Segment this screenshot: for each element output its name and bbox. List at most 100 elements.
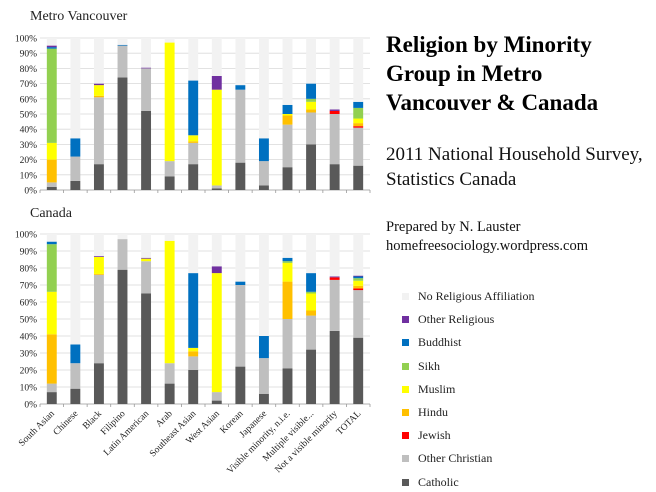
bar-segment	[235, 281, 246, 285]
bar-segment	[235, 162, 246, 190]
bar-segment	[164, 240, 175, 364]
credit-url: homefreesociology.wordpress.com	[386, 238, 589, 254]
bar-segment	[93, 274, 104, 364]
credit-author: Prepared by N. Lauster	[386, 219, 521, 235]
y-tick-label: 50%	[20, 316, 38, 326]
bar-segment	[258, 138, 269, 162]
bar-segment	[188, 142, 199, 165]
bar-segment	[188, 135, 199, 142]
legend-label: Catholic	[418, 474, 459, 489]
bar-segment	[70, 156, 81, 181]
legend-swatch	[402, 432, 409, 440]
bar-segment	[46, 159, 57, 183]
bar-segment	[164, 234, 175, 241]
y-tick-label: 50%	[20, 111, 38, 121]
chart-subtitle: 2011 National Household Survey, Statisti…	[386, 144, 643, 190]
bar-segment	[211, 38, 222, 76]
bar-segment	[164, 176, 175, 190]
bar-segment	[258, 358, 269, 394]
bar-segment	[93, 273, 104, 275]
bar-segment	[235, 85, 246, 90]
bar-segment	[306, 109, 317, 113]
bar-segment	[70, 234, 81, 345]
bar-segment	[141, 258, 152, 262]
bar-segment	[306, 273, 317, 292]
bar-segment	[141, 261, 152, 294]
bar-segment	[188, 80, 199, 136]
bar-segment	[141, 68, 152, 111]
y-tick-label: 80%	[20, 265, 38, 275]
bar-segment	[70, 180, 81, 190]
bar-segment	[329, 38, 340, 110]
y-tick-label: 60%	[20, 95, 38, 105]
bar-segment	[353, 126, 364, 128]
bar-segment	[353, 276, 364, 279]
bar-segment	[188, 273, 199, 348]
legend-item: Catholic	[402, 475, 459, 490]
bar-segment	[46, 182, 57, 187]
bar-segment	[282, 38, 293, 105]
bar-segment	[353, 165, 364, 190]
bar-segment	[306, 349, 317, 404]
bar-segment	[46, 47, 57, 49]
bar-segment	[258, 38, 269, 139]
bar-segment	[235, 38, 246, 86]
bar-segment	[306, 112, 317, 145]
bar-segment	[46, 38, 57, 46]
bar-segment	[141, 257, 152, 259]
bar-segment	[211, 392, 222, 401]
bar-segment	[282, 124, 293, 168]
bar-segment	[353, 285, 364, 289]
bar-segment	[306, 291, 317, 294]
bar-segment	[329, 234, 340, 277]
bar-segment	[353, 275, 364, 277]
bar-segment	[117, 38, 128, 45]
y-tick-label: 20%	[20, 367, 38, 377]
bar-segment	[306, 83, 317, 99]
x-tick-label: TOTAL	[335, 409, 364, 438]
bar-segment	[117, 45, 128, 78]
bar-segment	[211, 234, 222, 267]
bar-segment	[46, 334, 57, 384]
bar-segment	[46, 186, 57, 190]
bar-segment	[93, 83, 104, 86]
bar-segment	[353, 38, 364, 102]
bar-segment	[93, 234, 104, 257]
legend-item: Jewish	[402, 428, 451, 443]
legend-item: Hindu	[402, 405, 448, 420]
y-tick-label: 20%	[20, 156, 38, 166]
bar-segment	[353, 278, 364, 281]
bar-segment	[258, 185, 269, 190]
legend-swatch	[402, 339, 409, 347]
bar-segment	[93, 363, 104, 404]
bar-segment	[70, 38, 81, 139]
bar-segment	[211, 76, 222, 90]
bar-segment	[117, 269, 128, 404]
bar-segment	[306, 98, 317, 102]
bar-segment	[329, 109, 340, 111]
bar-segment	[46, 48, 57, 143]
x-tick-label: South Asian	[17, 409, 57, 449]
bar-segment	[282, 167, 293, 190]
bar-segment	[46, 234, 57, 242]
bar-segment	[46, 383, 57, 393]
bar-segment	[188, 356, 199, 370]
bar-segment	[306, 234, 317, 274]
bar-segment	[188, 38, 199, 81]
bar-segment	[211, 185, 222, 189]
bar-segment	[211, 400, 222, 404]
bar-segment	[188, 164, 199, 190]
bar-segment	[117, 44, 128, 46]
bar-segment	[164, 38, 175, 43]
bar-segment	[282, 104, 293, 114]
bar-segment	[93, 256, 104, 274]
bar-segment	[235, 366, 246, 404]
y-tick-label: 0%	[24, 401, 37, 411]
bar-segment	[141, 110, 152, 190]
bar-segment	[93, 38, 104, 84]
legend-item: No Religious Affiliation	[402, 289, 534, 304]
bar-segment	[141, 234, 152, 258]
bar-segment	[353, 288, 364, 291]
bar-segment	[235, 234, 246, 282]
